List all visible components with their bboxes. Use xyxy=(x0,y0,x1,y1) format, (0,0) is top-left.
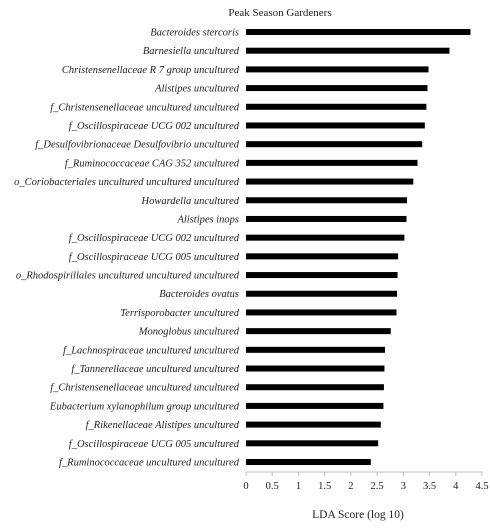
bar xyxy=(246,459,371,465)
bar xyxy=(246,402,384,409)
category-label: Eubacterium xylanophilum group unculture… xyxy=(49,401,240,412)
bar xyxy=(246,66,429,73)
x-tick-label: 2.5 xyxy=(371,481,384,492)
category-label: Christensenellaceae R 7 group uncultured xyxy=(62,65,240,76)
category-label: Terrisporobacter uncultured xyxy=(120,308,239,319)
category-label: f_Oscillospiraceae UCG 002 uncultured xyxy=(69,121,240,132)
bar xyxy=(246,365,385,372)
category-label: o_Rhodospirillales uncultured uncultured… xyxy=(16,271,240,282)
bar xyxy=(246,290,398,297)
category-label: f_Oscillospiraceae UCG 005 uncultured xyxy=(69,439,240,450)
bar xyxy=(246,29,471,35)
category-label: f_Christensenellaceae uncultured uncultu… xyxy=(50,102,240,113)
category-label: f_Desulfovibrionaceae Desulfovibrio uncu… xyxy=(35,140,239,151)
bar xyxy=(246,159,418,166)
x-tick-label: 1 xyxy=(296,481,301,492)
category-label: Bacteroides ovatus xyxy=(159,289,239,300)
bar xyxy=(246,103,427,110)
bar xyxy=(246,85,428,92)
category-label: Alistipes uncultured xyxy=(154,84,240,95)
bar xyxy=(246,47,450,54)
x-axis-ticks: 0 0.5 1 1.5 2 2.5 3 3.5 4 4.5 xyxy=(243,472,489,492)
bar xyxy=(246,346,385,353)
bar xyxy=(246,178,414,185)
category-label: Alistipes inops xyxy=(176,214,239,225)
category-label: o_Coriobacteriales uncultured uncultured… xyxy=(14,177,240,188)
category-label: f_Christensenellaceae uncultured uncultu… xyxy=(50,383,240,394)
category-label: f_Tannerellaceae uncultured uncultured xyxy=(71,364,239,375)
category-label: f_Rikenellaceae Alistipes uncultured xyxy=(86,420,240,431)
x-tick-label: 3.5 xyxy=(423,481,436,492)
bar xyxy=(246,328,391,335)
x-tick-label: 0.5 xyxy=(266,481,279,492)
category-label: Monoglobus uncultured xyxy=(138,327,240,338)
category-labels: Bacteroides stercoris Barnesiella uncultu… xyxy=(14,28,240,469)
bar xyxy=(246,272,398,279)
bar xyxy=(246,141,423,148)
bar xyxy=(246,215,407,222)
bar xyxy=(246,309,397,316)
x-tick-label: 1.5 xyxy=(318,481,331,492)
category-label: Bacteroides stercoris xyxy=(150,28,239,39)
bar xyxy=(246,421,381,428)
bar xyxy=(246,384,384,391)
bar xyxy=(246,253,399,260)
bar xyxy=(246,197,408,204)
category-label: f_Oscillospiraceae UCG 005 uncultured xyxy=(69,252,240,263)
bar xyxy=(246,440,379,447)
x-tick-label: 3 xyxy=(401,481,406,492)
x-tick-label: 4 xyxy=(453,481,459,492)
category-label: Barnesiella uncultured xyxy=(143,46,240,57)
category-label: Howardella uncultured xyxy=(140,196,239,207)
x-tick-label: 0 xyxy=(243,481,248,492)
x-axis-label: LDA Score (log 10) xyxy=(312,509,404,521)
category-label: f_Oscillospiraceae UCG 002 uncultured xyxy=(69,233,240,244)
x-tick-label: 4.5 xyxy=(475,481,488,492)
bar xyxy=(246,122,425,129)
chart-title: Peak Season Gardeners xyxy=(228,7,331,19)
x-tick-label: 2 xyxy=(348,481,353,492)
category-label: f_Ruminococcaceae uncultured uncultured xyxy=(59,458,240,469)
bars-layer xyxy=(246,29,471,465)
category-label: f_Lachnospiraceae uncultured uncultured xyxy=(63,345,240,356)
category-label: f_Ruminococcaceae CAG 352 uncultured xyxy=(65,158,240,169)
bar xyxy=(246,234,405,241)
